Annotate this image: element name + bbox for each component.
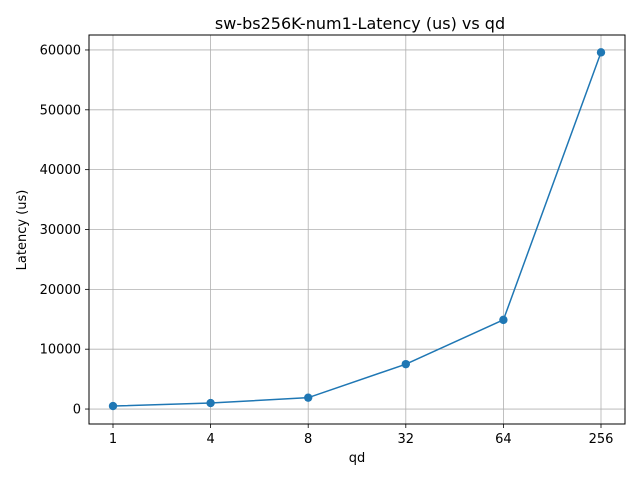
y-tick-label: 20000 <box>40 283 81 298</box>
chart-title: sw-bs256K-num1-Latency (us) vs qd <box>215 14 505 33</box>
data-point <box>499 315 508 325</box>
y-tick-label: 30000 <box>40 223 81 238</box>
data-point <box>206 398 215 408</box>
x-axis-ticks: 1 4 8 32 64 256 <box>109 424 614 447</box>
series-line <box>112 52 602 407</box>
x-tick-label: 1 <box>109 432 117 447</box>
data-point <box>108 401 118 411</box>
y-tick-label: 10000 <box>40 343 81 358</box>
series-marker-layer <box>108 48 606 411</box>
x-axis-label: qd <box>349 451 366 466</box>
y-axis-label: Latency (us) <box>15 190 30 271</box>
y-tick-label: 40000 <box>40 163 81 178</box>
y-tick-label: 0 <box>73 403 81 418</box>
x-tick-label: 4 <box>206 432 214 447</box>
y-axis-ticks: 0 10000 20000 30000 40000 50000 60000 <box>40 43 89 418</box>
data-point <box>596 48 606 57</box>
x-tick-label: 64 <box>495 432 512 447</box>
data-point <box>401 359 410 369</box>
data-point <box>304 393 313 402</box>
x-tick-label: 256 <box>589 432 614 447</box>
x-tick-label: 32 <box>398 432 415 447</box>
x-tick-label: 8 <box>304 432 312 447</box>
series-line-layer <box>112 52 602 407</box>
y-tick-label: 60000 <box>40 43 81 58</box>
y-tick-label: 50000 <box>40 103 81 118</box>
